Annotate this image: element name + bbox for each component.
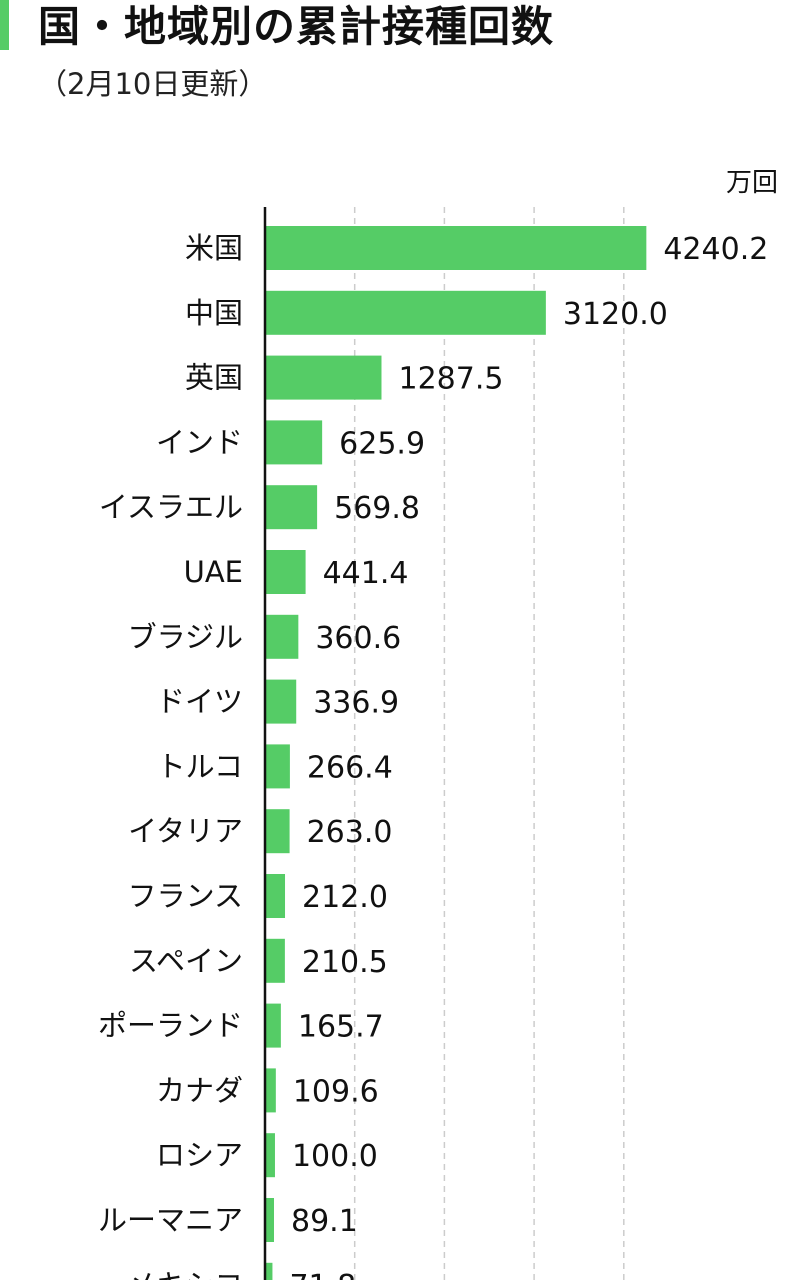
category-label: フランス: [128, 879, 243, 913]
category-label: スペイン: [129, 944, 243, 978]
bar: [266, 290, 546, 335]
category-label: ポーランド: [98, 1009, 243, 1043]
bar: [266, 744, 290, 789]
bar: [266, 679, 297, 724]
category-label: UAE: [184, 555, 243, 589]
category-label: インド: [156, 425, 243, 459]
bar: [266, 1133, 275, 1178]
bar: [266, 1198, 274, 1242]
value-label: 266.4: [307, 750, 393, 785]
bar: [266, 1262, 273, 1280]
value-label: 336.9: [313, 686, 399, 721]
category-label: 米国: [185, 231, 243, 265]
category-label: トルコ: [157, 749, 243, 783]
bar: [266, 226, 647, 270]
title-accent-bar: [0, 0, 9, 50]
category-label: イスラエル: [99, 490, 243, 524]
bar: [266, 355, 382, 400]
value-label: 210.5: [302, 945, 388, 980]
category-label: イタリア: [128, 814, 243, 848]
value-label: 212.0: [302, 880, 388, 915]
category-label: 英国: [185, 361, 243, 395]
value-label: 109.6: [293, 1074, 379, 1109]
chart-title: 国・地域別の累計接種回数: [38, 2, 555, 51]
bar: [266, 874, 286, 918]
value-label: 441.4: [323, 556, 409, 591]
value-label: 1287.5: [398, 362, 503, 397]
value-label: 165.7: [298, 1010, 384, 1045]
category-label: メキシコ: [127, 1268, 243, 1280]
unit-label: 万回: [726, 168, 778, 198]
value-label: 360.6: [315, 621, 401, 656]
value-label: 4240.2: [663, 232, 768, 267]
bar: [266, 809, 290, 854]
value-label: 3120.0: [563, 297, 668, 332]
category-label: ブラジル: [128, 620, 243, 654]
category-label: カナダ: [156, 1073, 243, 1107]
value-label: 100.0: [292, 1139, 378, 1174]
category-label: ロシア: [156, 1138, 243, 1172]
bar: [266, 1068, 276, 1113]
bar: [266, 1003, 281, 1048]
bar: [266, 938, 285, 983]
chart-header: 国・地域別の累計接種回数 （2月10日更新）: [0, 0, 809, 120]
value-label: 89.1: [291, 1204, 358, 1239]
value-label: 625.9: [339, 426, 425, 461]
value-label: 71.8: [289, 1269, 356, 1280]
category-label: 中国: [185, 296, 243, 330]
value-label: 569.8: [334, 491, 420, 526]
value-label: 263.0: [307, 815, 393, 850]
category-label: ルーマニア: [98, 1203, 243, 1237]
bar: [266, 485, 318, 530]
bar: [266, 614, 299, 659]
bar: [266, 420, 323, 465]
chart-subtitle: （2月10日更新）: [38, 67, 268, 101]
category-label: ドイツ: [156, 685, 243, 719]
bar: [266, 550, 306, 594]
